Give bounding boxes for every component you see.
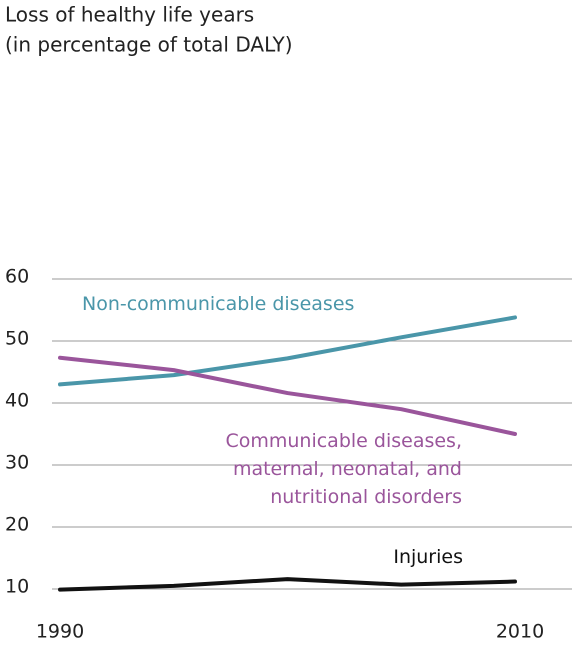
series-line [58, 315, 517, 387]
series-line [58, 355, 517, 436]
series-label: Communicable diseases, maternal, neonata… [225, 430, 462, 508]
y-tick-label: 20 [5, 514, 29, 536]
y-tick-label: 10 [5, 576, 29, 598]
series-line [58, 577, 517, 592]
y-tick-label: 60 [5, 266, 29, 288]
y-tick-label: 50 [5, 328, 29, 350]
y-tick-label: 40 [5, 390, 29, 412]
series-label: Non-communicable diseases [82, 293, 355, 315]
chart-title: Loss of healthy life years [5, 3, 254, 27]
y-tick-label: 30 [5, 452, 29, 474]
x-tick-label: 2010 [496, 621, 544, 643]
chart-subtitle: (in percentage of total DALY) [5, 33, 293, 57]
x-tick-label: 1990 [36, 621, 84, 643]
series-label: Injuries [393, 546, 463, 568]
